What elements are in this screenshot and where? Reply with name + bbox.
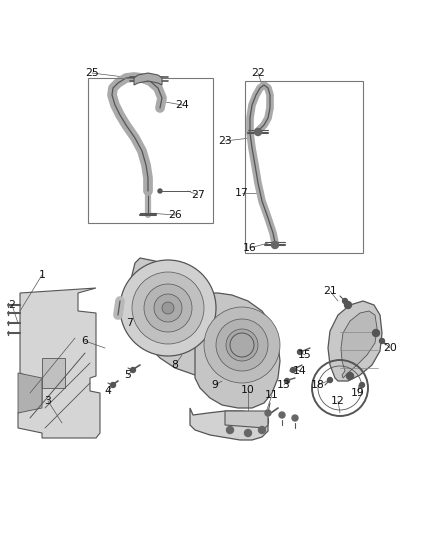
Circle shape [158, 189, 162, 193]
Circle shape [230, 333, 254, 357]
Circle shape [343, 298, 347, 303]
Text: 22: 22 [251, 68, 265, 78]
Text: 14: 14 [293, 366, 307, 376]
Polygon shape [42, 358, 65, 388]
Text: 19: 19 [351, 388, 365, 398]
Polygon shape [341, 311, 377, 378]
Text: 11: 11 [265, 390, 279, 400]
Text: 23: 23 [218, 136, 232, 146]
Text: 15: 15 [298, 350, 312, 360]
Text: 18: 18 [311, 380, 325, 390]
Text: 27: 27 [191, 190, 205, 200]
Text: 21: 21 [323, 286, 337, 296]
Text: 16: 16 [243, 243, 257, 253]
Text: 24: 24 [175, 100, 189, 110]
Circle shape [272, 241, 279, 248]
Circle shape [131, 367, 135, 373]
Text: 8: 8 [172, 360, 178, 370]
Text: 1: 1 [39, 270, 46, 280]
Circle shape [328, 377, 332, 383]
Circle shape [144, 284, 192, 332]
Text: 2: 2 [9, 300, 15, 310]
Circle shape [226, 329, 258, 361]
Text: 10: 10 [241, 385, 255, 395]
Circle shape [162, 302, 174, 314]
Circle shape [265, 410, 271, 416]
Text: 4: 4 [105, 386, 111, 396]
Circle shape [154, 294, 182, 322]
Polygon shape [195, 293, 280, 408]
Text: 25: 25 [85, 68, 99, 78]
Polygon shape [328, 301, 382, 381]
Circle shape [346, 373, 353, 379]
Text: 7: 7 [127, 318, 134, 328]
Circle shape [110, 383, 116, 387]
Circle shape [120, 260, 216, 356]
Bar [88, 78, 213, 223]
Polygon shape [18, 373, 42, 413]
Text: 9: 9 [212, 380, 219, 390]
Circle shape [297, 350, 303, 354]
Polygon shape [18, 288, 100, 438]
Circle shape [132, 272, 204, 344]
Circle shape [345, 302, 352, 309]
Text: 17: 17 [235, 188, 249, 198]
Text: 5: 5 [124, 370, 131, 380]
Circle shape [379, 338, 385, 343]
Text: 3: 3 [45, 396, 51, 406]
Text: 26: 26 [168, 210, 182, 220]
Circle shape [244, 430, 251, 437]
Circle shape [254, 128, 261, 135]
Circle shape [279, 412, 285, 418]
Circle shape [216, 319, 268, 371]
Text: 12: 12 [331, 396, 345, 406]
Polygon shape [225, 411, 268, 428]
Text: 13: 13 [277, 380, 291, 390]
Circle shape [226, 426, 233, 433]
Circle shape [285, 378, 290, 384]
Circle shape [290, 367, 296, 373]
Circle shape [204, 307, 280, 383]
Polygon shape [134, 73, 162, 85]
Polygon shape [190, 408, 268, 440]
Circle shape [292, 415, 298, 421]
Text: 6: 6 [81, 336, 88, 346]
Text: 20: 20 [383, 343, 397, 353]
Circle shape [372, 329, 379, 336]
Bar [245, 81, 363, 253]
Circle shape [360, 383, 364, 387]
Circle shape [258, 426, 265, 433]
Polygon shape [128, 258, 262, 378]
